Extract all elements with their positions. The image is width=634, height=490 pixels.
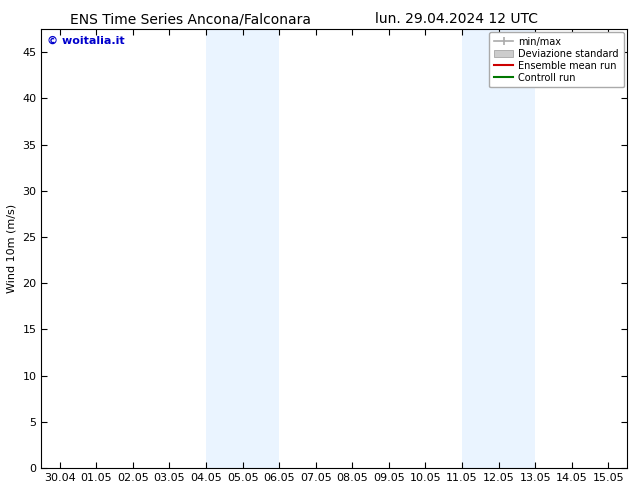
Legend: min/max, Deviazione standard, Ensemble mean run, Controll run: min/max, Deviazione standard, Ensemble m… [489, 32, 624, 88]
Text: ENS Time Series Ancona/Falconara: ENS Time Series Ancona/Falconara [70, 12, 311, 26]
Bar [206, 29, 243, 468]
Text: lun. 29.04.2024 12 UTC: lun. 29.04.2024 12 UTC [375, 12, 538, 26]
Text: © woitalia.it: © woitalia.it [48, 36, 125, 46]
Bar [498, 29, 535, 468]
Y-axis label: Wind 10m (m/s): Wind 10m (m/s) [7, 204, 17, 293]
Bar [243, 29, 279, 468]
Bar [462, 29, 498, 468]
